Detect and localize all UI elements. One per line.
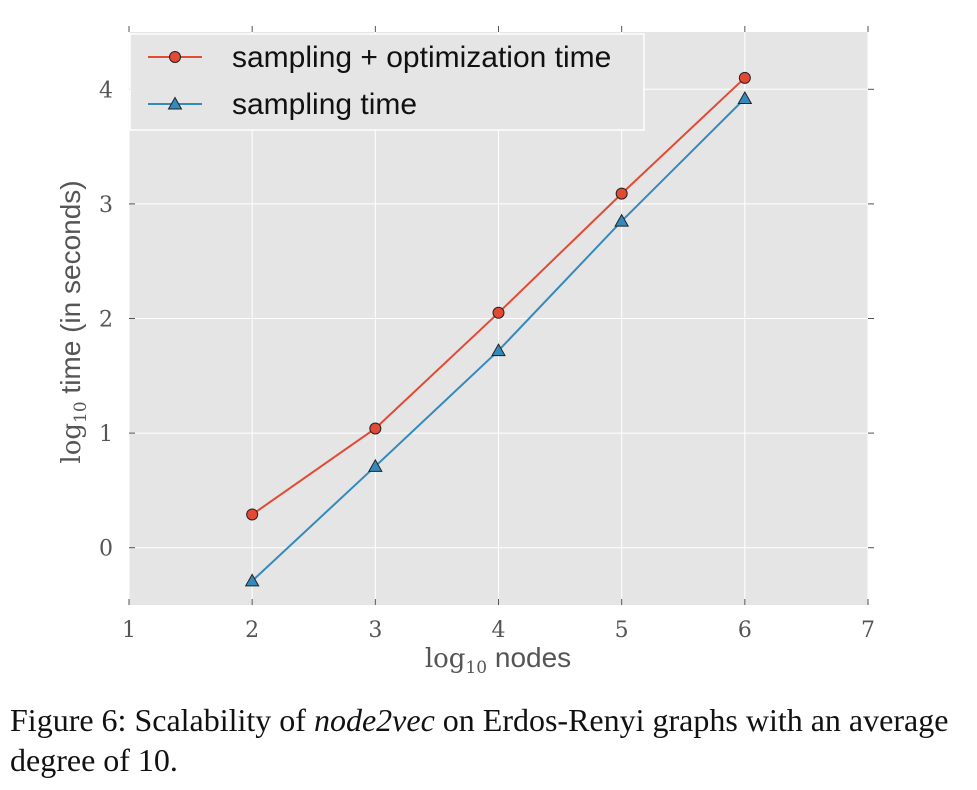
data-point <box>492 306 505 319</box>
y-tick-label: 1 <box>99 422 113 447</box>
legend: sampling + optimization time sampling ti… <box>129 33 645 131</box>
legend-marker-circle <box>169 51 181 63</box>
data-point <box>615 187 628 200</box>
x-tick-label: 1 <box>122 618 136 643</box>
series-0 <box>246 71 751 521</box>
data-point <box>367 458 383 472</box>
legend-marker-triangle <box>167 96 183 110</box>
caption-suffix: on Erdos-Renyi graphs with an average de… <box>10 702 949 778</box>
series-1 <box>244 90 753 587</box>
x-tick-label: 7 <box>861 618 875 643</box>
data-point <box>737 90 753 104</box>
data-point <box>614 213 630 227</box>
data-point <box>738 71 751 84</box>
caption-emphasis: node2vec <box>313 702 435 738</box>
x-tick-label: 2 <box>245 618 259 643</box>
y-tick-label: 0 <box>99 537 113 562</box>
x-tick-label: 5 <box>615 618 629 643</box>
x-tick-label: 4 <box>492 618 506 643</box>
data-point <box>244 573 260 587</box>
data-point <box>491 343 506 357</box>
x-tick-label: 3 <box>368 618 382 643</box>
series-layer <box>244 71 753 587</box>
figure-caption: Figure 6: Scalability of node2vec on Erd… <box>10 700 970 780</box>
legend-label-sampling-optimization: sampling + optimization time <box>232 41 611 74</box>
y-axis-title: log10 time (in seconds) <box>55 180 91 463</box>
data-point <box>369 422 382 435</box>
chart: 1 2 3 4 5 6 7 0 1 2 3 4 sampling + optimization tim… <box>55 26 875 678</box>
data-point <box>246 508 259 521</box>
x-tick-label: 6 <box>738 618 752 643</box>
caption-prefix: Figure 6: Scalability of <box>10 702 314 738</box>
legend-box <box>129 33 645 131</box>
y-tick-label: 4 <box>99 78 113 103</box>
legend-label-sampling: sampling time <box>232 88 417 121</box>
y-tick-label: 3 <box>99 193 113 218</box>
axis-ticks: 1 2 3 4 5 6 7 0 1 2 3 4 <box>99 26 875 643</box>
x-axis-title: log10 nodes <box>425 642 571 678</box>
y-tick-label: 2 <box>99 308 113 333</box>
